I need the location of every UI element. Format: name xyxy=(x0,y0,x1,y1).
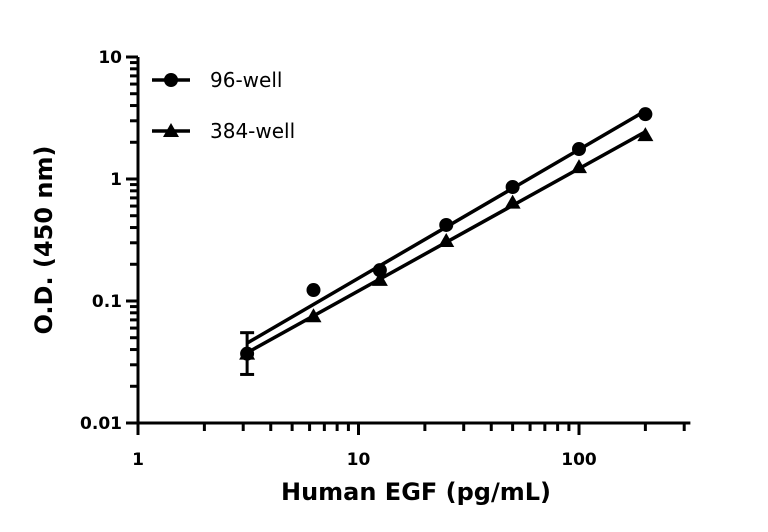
data-point-96-well xyxy=(306,283,321,298)
plot-area xyxy=(239,107,654,376)
y-tick-label: 0.01 xyxy=(80,414,122,434)
legend-marker-circle xyxy=(164,73,178,87)
legend-label: 96-well xyxy=(210,68,282,92)
data-point-96-well xyxy=(372,263,387,278)
legend: 96-well 384-well xyxy=(152,68,295,143)
data-point-384-well xyxy=(504,194,521,209)
y-axis-title: O.D. (450 nm) xyxy=(30,146,58,335)
y-tick-label: 10 xyxy=(98,48,122,68)
legend-label: 384-well xyxy=(210,119,295,143)
y-tick-label: 0.1 xyxy=(92,292,122,312)
data-point-96-well xyxy=(572,142,586,157)
data-point-384-well xyxy=(438,233,455,248)
data-point-384-well xyxy=(239,345,256,360)
data-point-384-well xyxy=(571,159,587,174)
data-point-384-well xyxy=(637,127,654,142)
data-point-384-well xyxy=(371,271,388,286)
x-tick-label: 10 xyxy=(347,450,371,470)
axes: 1 10 100 0.01 0.1 1 10 xyxy=(80,48,691,470)
legend-marker-triangle xyxy=(163,123,179,137)
x-tick-label: 100 xyxy=(561,450,597,470)
y-tick-label: 1 xyxy=(110,170,122,190)
data-point-96-well xyxy=(505,179,520,194)
x-tick-label: 1 xyxy=(132,450,144,470)
data-point-96-well xyxy=(638,107,653,122)
data-point-384-well xyxy=(305,308,322,323)
data-point-96-well xyxy=(439,217,454,232)
x-axis-title: Human EGF (pg/mL) xyxy=(281,478,551,506)
